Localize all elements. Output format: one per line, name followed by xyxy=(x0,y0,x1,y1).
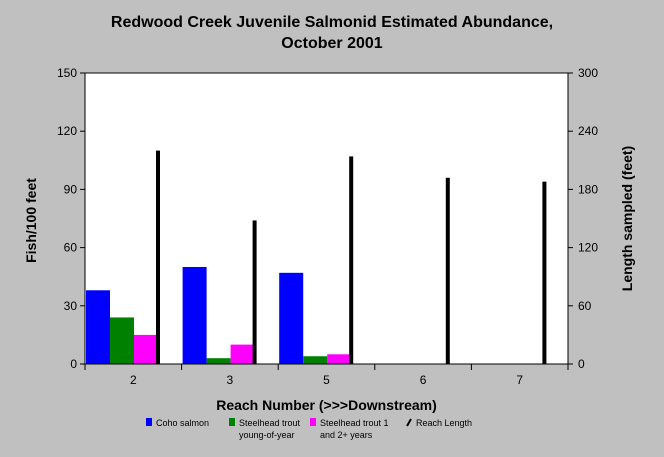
y2-tick-label: 180 xyxy=(578,182,598,196)
x-tick-label: 5 xyxy=(323,373,330,387)
y-tick-label: 0 xyxy=(70,357,77,371)
bar-coho-salmon-3 xyxy=(182,267,207,364)
legend-swatch-coho-salmon xyxy=(146,418,152,426)
y2-axis-title: Length sampled (feet) xyxy=(619,146,635,291)
y-axis-title: Fish/100 feet xyxy=(23,178,39,263)
bar-reach-length-6 xyxy=(445,177,450,364)
legend-label-steelhead-trout-1-and-2-years: Steelhead trout 1 xyxy=(320,418,389,428)
legend-swatch-steelhead-trout-young-of-year xyxy=(229,418,235,426)
x-axis-title: Reach Number (>>>Downstream) xyxy=(216,397,437,413)
bar-steelhead-trout-1-and-2-years-5 xyxy=(327,354,352,364)
bar-steelhead-trout-young-of-year-2 xyxy=(110,317,134,364)
legend-label-steelhead-trout-young-of-year: young-of-year xyxy=(239,430,295,440)
y-tick-label: 120 xyxy=(57,124,77,138)
chart-subtitle: October 2001 xyxy=(281,35,383,52)
legend-swatch-steelhead-trout-1-and-2-years xyxy=(310,418,316,426)
bar-steelhead-trout-young-of-year-3 xyxy=(206,358,231,364)
legend-label-coho-salmon: Coho salmon xyxy=(156,418,209,428)
bar-steelhead-trout-1-and-2-years-3 xyxy=(230,344,255,364)
y2-tick-label: 60 xyxy=(578,299,592,313)
legend-label-steelhead-trout-1-and-2-years: and 2+ years xyxy=(320,430,373,440)
x-tick-label: 2 xyxy=(130,373,137,387)
bar-reach-length-3 xyxy=(252,220,257,364)
y2-tick-label: 240 xyxy=(578,124,598,138)
y-tick-label: 90 xyxy=(64,182,78,196)
y2-tick-label: 300 xyxy=(578,66,598,80)
y2-tick-label: 0 xyxy=(578,357,585,371)
bar-reach-length-5 xyxy=(349,156,354,364)
y-tick-label: 60 xyxy=(64,241,78,255)
bar-steelhead-trout-young-of-year-5 xyxy=(303,356,328,364)
y2-tick-label: 120 xyxy=(578,241,598,255)
bar-reach-length-2 xyxy=(156,150,160,364)
legend-label-reach-length: Reach Length xyxy=(416,418,472,428)
bar-coho-salmon-2 xyxy=(86,290,110,364)
bar-reach-length-7 xyxy=(542,181,547,364)
y-tick-label: 150 xyxy=(57,66,77,80)
y-tick-label: 30 xyxy=(64,299,78,313)
legend-label-steelhead-trout-young-of-year: Steelhead trout xyxy=(239,418,301,428)
plot-area xyxy=(85,73,568,364)
x-tick-label: 6 xyxy=(420,373,427,387)
bar-coho-salmon-5 xyxy=(279,272,304,364)
x-tick-label: 7 xyxy=(516,373,523,387)
chart-title: Redwood Creek Juvenile Salmonid Estimate… xyxy=(110,14,554,31)
legend-swatch-reach-length xyxy=(406,418,412,427)
bar-steelhead-trout-1-and-2-years-2 xyxy=(134,334,158,364)
x-tick-label: 3 xyxy=(227,373,234,387)
